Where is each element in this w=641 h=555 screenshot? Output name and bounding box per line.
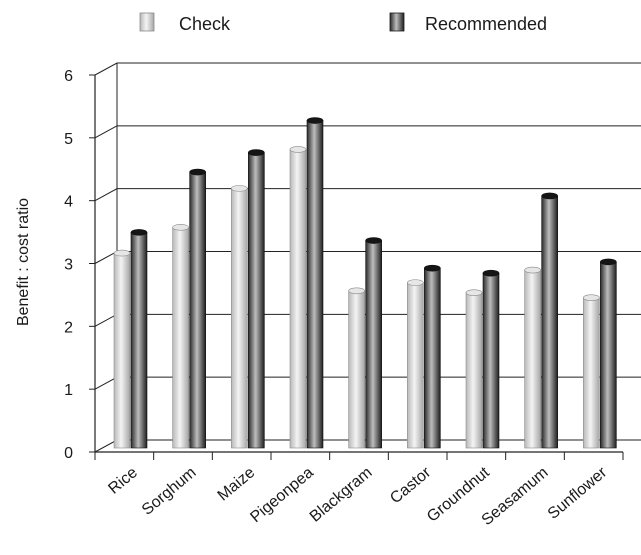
bar-body bbox=[289, 149, 307, 449]
bar-body bbox=[583, 297, 600, 449]
gridline bbox=[94, 62, 641, 76]
bar-cap bbox=[172, 224, 189, 231]
y-tick-label: 1 bbox=[64, 382, 73, 399]
y-tick-label: 6 bbox=[64, 68, 73, 85]
bar-cap bbox=[424, 264, 441, 272]
y-tick-label: 3 bbox=[64, 257, 73, 274]
bar-recommended bbox=[600, 258, 617, 449]
bar-cap bbox=[524, 266, 541, 274]
bar-recommended bbox=[541, 192, 558, 449]
bar-cap bbox=[600, 258, 617, 266]
bar-body bbox=[524, 269, 541, 449]
bar-cap bbox=[407, 279, 424, 286]
bar-check bbox=[583, 294, 600, 449]
x-category-label: Sunflower bbox=[545, 464, 611, 523]
legend-label-check: Check bbox=[179, 14, 231, 34]
bar-body bbox=[189, 171, 206, 449]
bar-body bbox=[424, 267, 441, 449]
legend-swatch-check bbox=[139, 12, 155, 32]
bar-cap bbox=[248, 149, 265, 156]
bar-body bbox=[407, 282, 424, 449]
legend: Check Recommended bbox=[139, 12, 547, 34]
bar-cap bbox=[348, 287, 365, 295]
bar-recommended bbox=[189, 168, 206, 449]
x-category-label: Pigeonpea bbox=[247, 464, 317, 526]
bar-check bbox=[407, 279, 424, 449]
bar-body bbox=[248, 152, 265, 449]
bar-check bbox=[524, 266, 541, 449]
bar-check bbox=[465, 289, 483, 449]
bar-cap bbox=[365, 237, 382, 244]
y-tick-label: 0 bbox=[64, 445, 73, 462]
legend-item-recommended: Recommended bbox=[389, 12, 547, 34]
bar-check bbox=[113, 249, 131, 449]
bar-body bbox=[465, 292, 483, 449]
bar-cap bbox=[482, 269, 500, 277]
legend-item-check: Check bbox=[139, 12, 231, 34]
x-category-label: Blackgram bbox=[307, 464, 376, 526]
bar-recommended bbox=[248, 149, 265, 449]
bar-cap bbox=[465, 289, 483, 296]
x-category-label: Rice bbox=[105, 464, 141, 498]
x-category-label: Castor bbox=[387, 464, 435, 508]
y-axis-title: Benefit : cost ratio bbox=[15, 198, 32, 326]
bar-recommended bbox=[365, 237, 382, 449]
x-category-label: Maize bbox=[215, 464, 259, 505]
bar-cap bbox=[541, 192, 558, 200]
bar-cap bbox=[289, 146, 307, 153]
bars bbox=[113, 117, 617, 449]
bar-body bbox=[172, 227, 189, 449]
bar-check bbox=[172, 224, 189, 449]
bar-cap bbox=[130, 229, 148, 236]
bar-recommended bbox=[424, 264, 441, 449]
bar-body bbox=[365, 240, 382, 449]
bar-cap bbox=[113, 249, 131, 257]
bar-check bbox=[289, 146, 307, 449]
bar-check bbox=[348, 287, 365, 449]
bar-body bbox=[541, 195, 558, 449]
legend-label-recommended: Recommended bbox=[425, 14, 547, 34]
x-category-label: Sorghum bbox=[139, 464, 200, 519]
gridline bbox=[94, 125, 641, 139]
bar-recommended bbox=[306, 117, 324, 449]
bar-body bbox=[130, 232, 148, 449]
bar-cap bbox=[189, 168, 206, 176]
bar-cap bbox=[231, 185, 248, 192]
bar-cap bbox=[583, 294, 600, 302]
bar-body bbox=[600, 261, 617, 449]
bar-body bbox=[482, 272, 500, 449]
bar-check bbox=[231, 185, 248, 449]
bar-body bbox=[348, 290, 365, 449]
bar-recommended bbox=[482, 269, 500, 449]
y-tick-label: 4 bbox=[64, 194, 73, 211]
y-tick-label: 2 bbox=[64, 319, 73, 336]
bar-body bbox=[113, 252, 131, 449]
y-tick-label: 5 bbox=[64, 131, 73, 148]
gridline bbox=[94, 188, 641, 202]
bar-recommended bbox=[130, 229, 148, 449]
bar-body bbox=[231, 188, 248, 449]
axes: 0 1 2 3 4 5 6 bbox=[64, 68, 624, 462]
legend-swatch-recommended bbox=[389, 12, 405, 32]
bar-cap bbox=[306, 117, 324, 124]
bar-body bbox=[306, 120, 324, 449]
